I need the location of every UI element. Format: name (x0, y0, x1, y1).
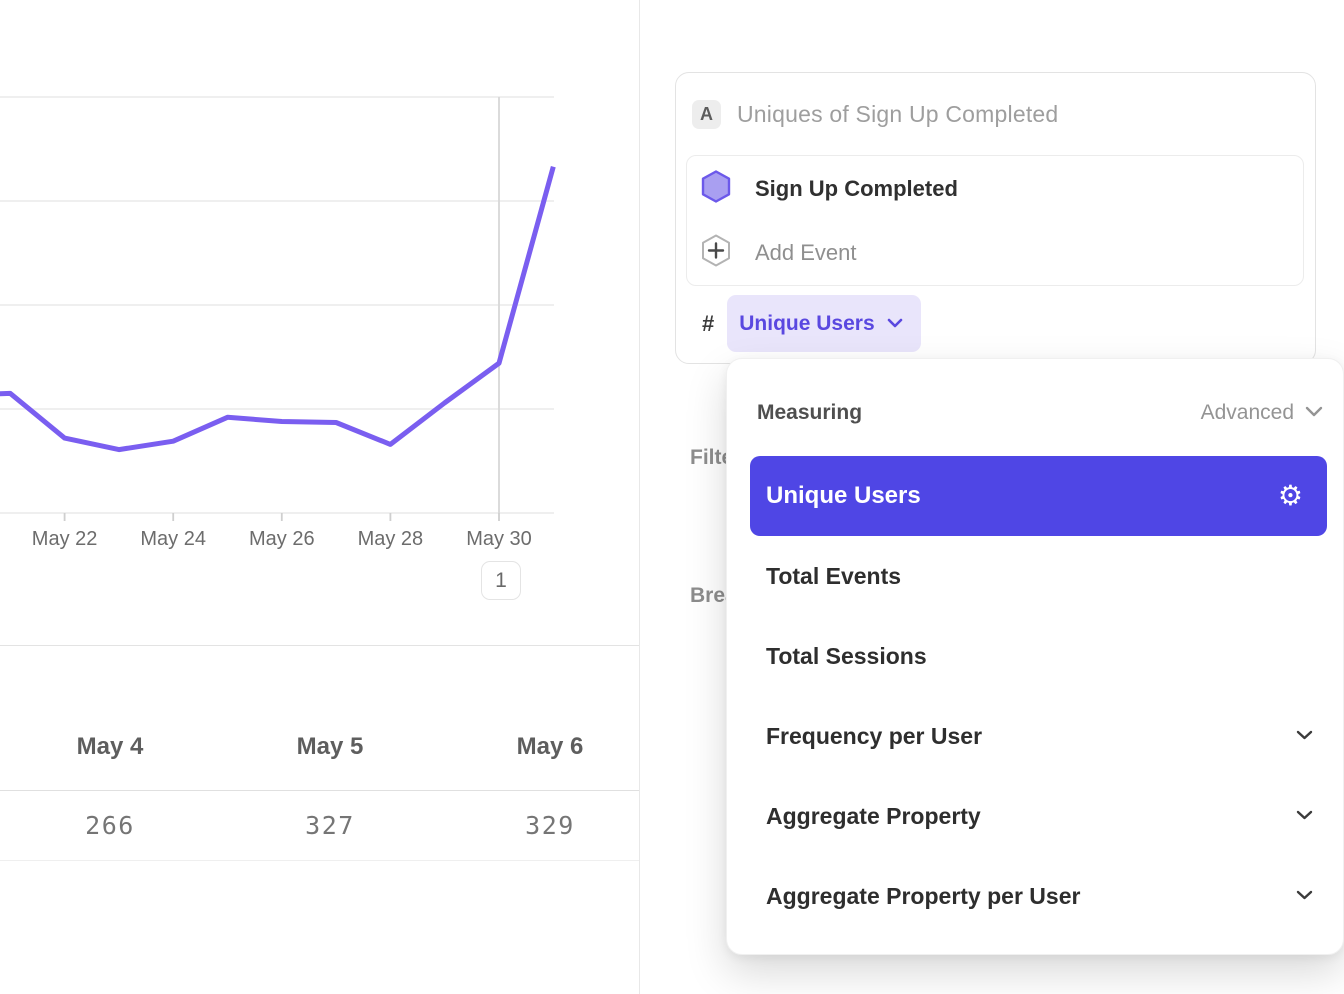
x-axis-label: May 22 (32, 528, 98, 550)
x-axis-label: May 30 (466, 528, 532, 550)
add-event-button[interactable]: Add Event (687, 221, 1303, 285)
dropdown-item-label: Frequency per User (766, 722, 983, 749)
measurement-row: # Unique Users (702, 295, 921, 352)
dropdown-item-label: Aggregate Property (766, 802, 981, 829)
chevron-down-icon (1305, 404, 1323, 422)
line-chart: May 22 May 24 May 26 May 28 May 30 (0, 96, 556, 550)
table-bottom-border (0, 860, 639, 861)
table-header-cell: May 5 (296, 733, 364, 760)
x-axis-label: May 24 (140, 528, 206, 550)
event-row[interactable]: Sign Up Completed (687, 157, 1303, 221)
advanced-mode-toggle[interactable]: Advanced (1201, 401, 1323, 425)
add-event-icon (701, 234, 731, 272)
add-event-label: Add Event (755, 239, 857, 265)
dropdown-item-total-events[interactable]: Total Events (727, 536, 1343, 616)
table-header-border (0, 790, 639, 791)
measuring-label: Measuring (757, 401, 863, 424)
gear-icon[interactable]: ⚙ (1277, 479, 1303, 512)
measurement-value: Unique Users (739, 311, 875, 335)
dropdown-item-label: Total Sessions (766, 642, 927, 669)
dropdown-item-aggregate-property[interactable]: Aggregate Property (727, 776, 1343, 856)
measurement-dropdown-button[interactable]: Unique Users (727, 295, 921, 352)
query-title: Uniques of Sign Up Completed (737, 101, 1059, 127)
advanced-label: Advanced (1200, 401, 1294, 424)
selected-item-label: Unique Users (766, 482, 921, 509)
table-top-border (0, 645, 639, 646)
table-header-cell: May 4 (76, 733, 144, 760)
dropdown-item-total-sessions[interactable]: Total Sessions (727, 616, 1343, 696)
query-builder-pane: Filter Breakdown A Uniques of Sign Up Co… (640, 0, 1344, 994)
dropdown-item-unique-users-selected[interactable]: Unique Users ⚙ (750, 456, 1327, 536)
measuring-dropdown-menu: Measuring Advanced Unique Users ⚙ Total … (726, 358, 1344, 955)
measurement-hash: # (702, 310, 715, 336)
series-letter-badge[interactable]: A (692, 100, 721, 129)
query-title-row: A Uniques of Sign Up Completed (676, 73, 1315, 129)
chevron-down-icon (1296, 727, 1313, 745)
table-value-cell: 327 (305, 810, 355, 840)
pane-divider (639, 0, 641, 994)
chevron-down-icon (1296, 887, 1313, 905)
table-value-row: 266 327 329 (0, 790, 660, 860)
table-value-cell: 329 (525, 810, 575, 840)
chevron-down-icon (887, 315, 903, 333)
chart-pane: May 22 May 24 May 26 May 28 May 30 1 May 4 Ma… (0, 0, 639, 994)
x-axis-label: May 26 (249, 528, 315, 550)
event-card: Sign Up Completed Add Event (686, 155, 1304, 286)
dropdown-item-label: Aggregate Property per User (766, 882, 1081, 909)
series-line (0, 166, 556, 453)
dropdown-item-aggregate-property-per-user[interactable]: Aggregate Property per User (727, 856, 1343, 936)
dropdown-item-label: Total Events (766, 562, 902, 589)
table-header-cell: May 6 (516, 733, 584, 760)
event-hexagon-icon (701, 169, 731, 208)
chevron-down-icon (1296, 807, 1313, 825)
dropdown-item-list: Total Events Total Sessions Frequency per … (727, 536, 1343, 936)
event-name: Sign Up Completed (755, 175, 958, 201)
query-card: A Uniques of Sign Up Completed Sign Up C… (675, 72, 1316, 364)
table-value-cell: 266 (85, 810, 135, 840)
x-axis-label: May 28 (358, 528, 424, 550)
annotation-marker-badge[interactable]: 1 (481, 561, 521, 600)
dropdown-item-frequency-per-user[interactable]: Frequency per User (727, 696, 1343, 776)
dropdown-header: Measuring Advanced (727, 359, 1343, 467)
table-header-row: May 4 May 5 May 6 (0, 645, 660, 790)
